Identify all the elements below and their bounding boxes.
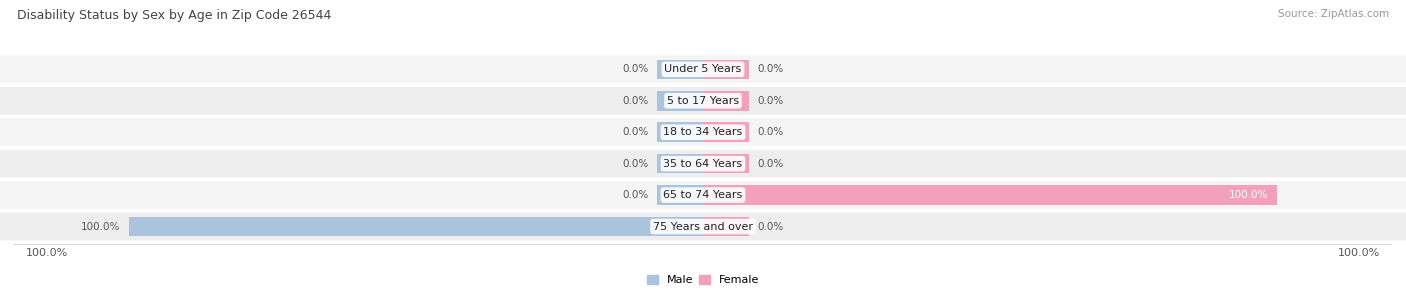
Text: 0.0%: 0.0% (758, 127, 783, 137)
Bar (129, 217, 703, 236)
Text: Source: ZipAtlas.com: Source: ZipAtlas.com (1278, 9, 1389, 19)
Text: 0.0%: 0.0% (623, 190, 648, 200)
FancyBboxPatch shape (0, 213, 1406, 240)
Bar (703, 59, 749, 79)
Text: 65 to 74 Years: 65 to 74 Years (664, 190, 742, 200)
Text: 5 to 17 Years: 5 to 17 Years (666, 96, 740, 106)
Text: 0.0%: 0.0% (758, 96, 783, 106)
Text: Under 5 Years: Under 5 Years (665, 64, 741, 74)
Text: Disability Status by Sex by Age in Zip Code 26544: Disability Status by Sex by Age in Zip C… (17, 9, 332, 22)
Bar (657, 154, 703, 173)
Text: 100.0%: 100.0% (82, 221, 121, 231)
FancyBboxPatch shape (0, 118, 1406, 146)
FancyBboxPatch shape (0, 56, 1406, 83)
Text: 100.0%: 100.0% (1229, 190, 1268, 200)
Bar (703, 91, 749, 110)
Text: 100.0%: 100.0% (1339, 248, 1381, 258)
Bar (703, 217, 749, 236)
Text: 0.0%: 0.0% (758, 221, 783, 231)
Text: 35 to 64 Years: 35 to 64 Years (664, 159, 742, 169)
Text: 100.0%: 100.0% (25, 248, 67, 258)
Bar (703, 123, 749, 142)
Legend: Male, Female: Male, Female (643, 270, 763, 289)
Text: 0.0%: 0.0% (623, 96, 648, 106)
Bar (657, 91, 703, 110)
FancyBboxPatch shape (0, 181, 1406, 209)
Text: 0.0%: 0.0% (623, 64, 648, 74)
Text: 75 Years and over: 75 Years and over (652, 221, 754, 231)
Text: 0.0%: 0.0% (623, 127, 648, 137)
Text: 0.0%: 0.0% (623, 159, 648, 169)
Bar (703, 185, 1277, 205)
FancyBboxPatch shape (0, 150, 1406, 178)
Text: 0.0%: 0.0% (758, 64, 783, 74)
Text: 18 to 34 Years: 18 to 34 Years (664, 127, 742, 137)
FancyBboxPatch shape (0, 87, 1406, 115)
Bar (657, 123, 703, 142)
Bar (657, 185, 703, 205)
Text: 0.0%: 0.0% (758, 159, 783, 169)
Bar (657, 59, 703, 79)
Bar (703, 154, 749, 173)
